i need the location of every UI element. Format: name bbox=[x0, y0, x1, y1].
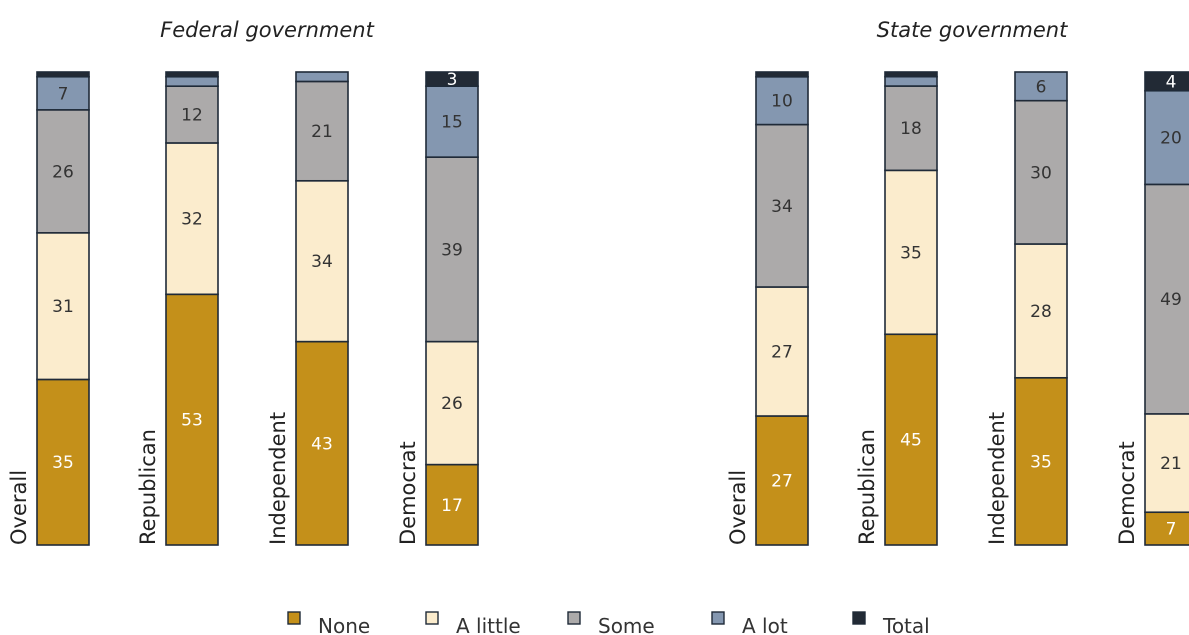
state-value-republican-some: 18 bbox=[900, 119, 922, 139]
legend-swatch-none bbox=[287, 611, 301, 625]
federal-bar-overall-total bbox=[36, 71, 90, 78]
federal-bar-overall-none bbox=[36, 378, 90, 546]
state-bar-independent-a-lot bbox=[1014, 71, 1068, 102]
federal-value-republican-some: 12 bbox=[181, 106, 203, 126]
federal-bar-republican-none bbox=[165, 293, 219, 546]
federal-value-republican-a-little: 32 bbox=[181, 210, 203, 230]
federal-bar-democrat-total bbox=[425, 71, 479, 87]
state-value-democrat-some: 49 bbox=[1160, 290, 1182, 310]
state-bar-independent-some bbox=[1014, 99, 1068, 245]
federal-value-democrat-a-lot: 15 bbox=[441, 113, 463, 133]
federal-bar-democrat-some bbox=[425, 156, 479, 343]
legend-label-none: None bbox=[318, 614, 370, 635]
state-bar-overall-total bbox=[755, 71, 809, 78]
federal-bar-democrat-none bbox=[425, 463, 479, 546]
legend-label-total: Total bbox=[882, 614, 930, 635]
state-value-independent-none: 35 bbox=[1030, 452, 1052, 472]
federal-value-overall-a-little: 31 bbox=[52, 297, 74, 317]
state-bar-overall-none bbox=[755, 415, 809, 546]
state-bar-republican-a-lot bbox=[884, 75, 938, 87]
federal-value-independent-a-little: 34 bbox=[311, 252, 333, 272]
state-bar-republican-a-little bbox=[884, 169, 938, 336]
legend-label-a-lot: A lot bbox=[742, 614, 788, 635]
state-bar-overall-a-little bbox=[755, 286, 809, 417]
legend-swatch-some bbox=[567, 611, 581, 625]
state-category-label-independent: Independent bbox=[985, 412, 1009, 545]
state-bar-democrat-a-little bbox=[1144, 413, 1189, 514]
state-bar-republican-total bbox=[884, 71, 938, 78]
federal-bar-republican-a-little bbox=[165, 142, 219, 296]
federal-category-label-independent: Independent bbox=[266, 412, 290, 545]
federal-value-democrat-a-little: 26 bbox=[441, 394, 463, 414]
state-bar-republican-none bbox=[884, 333, 938, 546]
federal-value-republican-none: 53 bbox=[181, 411, 203, 431]
state-value-republican-none: 45 bbox=[900, 431, 922, 451]
legend: None A little Some A lot Total bbox=[287, 611, 930, 635]
federal-bar-republican-a-lot bbox=[165, 75, 219, 87]
legend-swatch-a-lot bbox=[711, 611, 725, 625]
federal-value-independent-some: 21 bbox=[311, 122, 333, 142]
state-category-label-overall: Overall bbox=[726, 470, 750, 545]
state-category-label-democrat: Democrat bbox=[1115, 441, 1139, 545]
state-value-overall-a-little: 27 bbox=[771, 343, 793, 363]
state-value-republican-a-little: 35 bbox=[900, 243, 922, 263]
federal-bar-democrat-a-little bbox=[425, 340, 479, 466]
federal-category-label-democrat: Democrat bbox=[396, 441, 420, 545]
state-panel-title: State government bbox=[877, 18, 1068, 42]
federal-bar-republican-total bbox=[165, 71, 219, 78]
state-bar-overall-a-lot bbox=[755, 75, 809, 126]
federal-category-label-overall: Overall bbox=[7, 470, 31, 545]
federal-bar-independent-a-little bbox=[295, 179, 349, 343]
federal-bar-independent-none bbox=[295, 340, 349, 546]
federal-value-overall-none: 35 bbox=[52, 453, 74, 473]
legend-swatch-total bbox=[852, 611, 866, 625]
federal-value-democrat-total: 3 bbox=[447, 70, 458, 90]
federal-value-overall-a-lot: 7 bbox=[58, 84, 69, 104]
state-bar-democrat-none bbox=[1144, 511, 1189, 546]
federal-bar-independent-a-lot bbox=[295, 71, 349, 83]
state-bar-democrat-total bbox=[1144, 71, 1189, 92]
state-bar-independent-none bbox=[1014, 376, 1068, 546]
federal-bar-overall-a-lot bbox=[36, 75, 90, 111]
federal-panel-title: Federal government bbox=[160, 18, 374, 42]
state-value-democrat-total: 4 bbox=[1166, 72, 1177, 92]
state-value-overall-some: 34 bbox=[771, 197, 793, 217]
state-value-independent-a-little: 28 bbox=[1030, 302, 1052, 322]
federal-value-democrat-some: 39 bbox=[441, 240, 463, 260]
legend-label-some: Some bbox=[598, 614, 655, 635]
federal-bar-republican-some bbox=[165, 85, 219, 144]
legend-swatch-a-little bbox=[425, 611, 439, 625]
state-bar-overall-some bbox=[755, 123, 809, 288]
federal-value-overall-some: 26 bbox=[52, 162, 74, 182]
state-value-democrat-none: 7 bbox=[1166, 520, 1177, 540]
federal-bar-independent-some bbox=[295, 80, 349, 182]
legend-label-a-little: A little bbox=[456, 614, 521, 635]
state-value-overall-a-lot: 10 bbox=[771, 92, 793, 112]
federal-value-independent-none: 43 bbox=[311, 434, 333, 454]
state-value-independent-some: 30 bbox=[1030, 163, 1052, 183]
federal-bar-overall-a-little bbox=[36, 232, 90, 381]
state-bar-democrat-some bbox=[1144, 183, 1189, 415]
state-category-label-republican: Republican bbox=[855, 429, 879, 545]
federal-value-democrat-none: 17 bbox=[441, 496, 463, 516]
state-value-overall-none: 27 bbox=[771, 472, 793, 492]
federal-category-label-republican: Republican bbox=[136, 429, 160, 545]
state-value-democrat-a-little: 21 bbox=[1160, 454, 1182, 474]
state-value-democrat-a-lot: 20 bbox=[1160, 129, 1182, 149]
state-value-independent-a-lot: 6 bbox=[1036, 77, 1047, 97]
